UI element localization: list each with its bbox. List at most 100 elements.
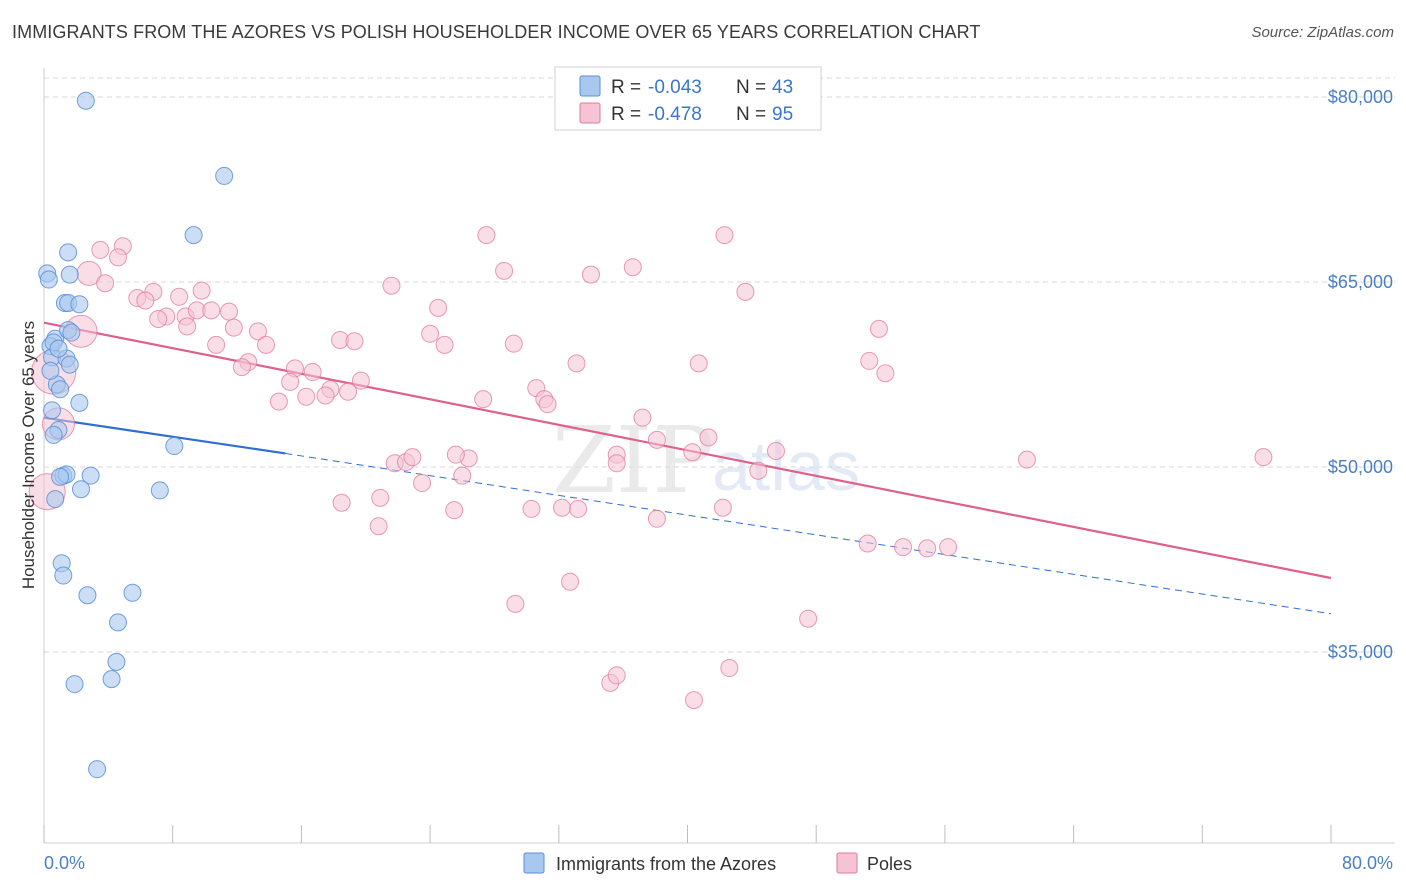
point-poles-48 <box>623 258 642 277</box>
point-poles-28 <box>297 387 316 406</box>
point-poles-25 <box>303 363 322 382</box>
trend-line-azores-extension <box>285 452 1332 615</box>
point-poles-32 <box>351 371 370 390</box>
point-poles-63 <box>1254 448 1273 467</box>
point-poles-37 <box>421 324 440 343</box>
point-poles-39 <box>477 226 496 245</box>
point-azores-18 <box>70 393 89 412</box>
point-poles-56 <box>689 354 708 373</box>
bottom-legend-swatch-poles <box>836 852 858 874</box>
point-azores-21 <box>44 425 63 444</box>
point-poles-83 <box>918 539 937 558</box>
point-azores-28 <box>150 481 169 500</box>
point-poles-29 <box>269 392 288 411</box>
trend-line-azores <box>43 416 286 455</box>
point-poles-18 <box>248 322 267 341</box>
point-poles-46 <box>567 354 586 373</box>
point-poles-15 <box>149 310 168 328</box>
legend-n-label-azores: N = <box>736 77 766 98</box>
point-azores-6 <box>60 265 79 284</box>
series-legend: Immigrants from the Azores Poles <box>523 852 912 874</box>
point-poles-91 <box>684 691 703 710</box>
y-axis-label: Householder Income Over 65 years <box>19 321 38 589</box>
point-azores-32 <box>78 586 97 605</box>
point-poles-13 <box>202 301 221 320</box>
point-poles-90 <box>720 659 739 678</box>
point-azores-3 <box>59 243 78 262</box>
point-poles-87 <box>799 609 818 628</box>
legend-swatch-azores <box>579 75 601 97</box>
point-poles-38 <box>435 335 454 354</box>
x-tick-label-1: 80.0% <box>1342 853 1393 873</box>
point-poles-26 <box>281 372 300 391</box>
point-azores-40 <box>49 339 68 358</box>
point-poles-36 <box>429 298 448 317</box>
point-poles-85 <box>506 594 525 613</box>
point-poles-51 <box>647 430 666 449</box>
point-poles-23 <box>232 358 251 377</box>
bottom-legend-swatch-azores <box>523 852 545 874</box>
point-poles-57 <box>749 461 768 480</box>
point-poles-79 <box>647 509 666 528</box>
point-poles-0 <box>91 240 110 259</box>
point-poles-30 <box>316 386 335 405</box>
legend-swatch-poles <box>579 102 601 124</box>
source-label: Source: ZipAtlas.com <box>1251 24 1394 41</box>
point-azores-17 <box>51 380 70 399</box>
point-poles-14 <box>220 302 239 321</box>
point-poles-72 <box>332 493 351 512</box>
point-poles-34 <box>345 332 364 351</box>
y-tick-label-3: $80,000 <box>1328 87 1393 107</box>
watermark-zip: ZIP <box>552 407 714 514</box>
point-poles-55 <box>736 282 755 301</box>
point-azores-15 <box>60 355 79 374</box>
point-poles-69 <box>403 448 422 467</box>
point-azores-0 <box>76 91 95 110</box>
point-poles-80 <box>713 498 732 517</box>
point-poles-71 <box>371 488 390 507</box>
point-azores-9 <box>70 295 89 314</box>
point-poles-53 <box>699 428 718 447</box>
point-azores-1 <box>215 166 234 185</box>
point-poles-59 <box>860 351 879 370</box>
point-poles-60 <box>876 364 895 383</box>
point-azores-42 <box>62 323 81 342</box>
point-poles-16 <box>178 317 197 336</box>
point-azores-36 <box>65 675 84 694</box>
point-azores-31 <box>54 566 73 585</box>
point-azores-34 <box>109 613 128 632</box>
point-poles-2 <box>109 248 128 267</box>
point-poles-75 <box>522 499 541 518</box>
x-tick-label-0: 0.0% <box>44 853 85 873</box>
point-poles-70 <box>446 445 465 464</box>
point-poles-76 <box>553 498 572 517</box>
legend-r-label-azores: R = <box>611 77 641 98</box>
stats-legend: R = -0.043 N = 43 R = -0.478 N = 95 <box>554 66 822 131</box>
chart-title: IMMIGRANTS FROM THE AZORES VS POLISH HOU… <box>12 22 981 42</box>
y-tick-labels: $35,000 $50,000 $65,000 $80,000 <box>1328 87 1393 662</box>
x-tick-labels: 0.0% 80.0% <box>44 853 1393 873</box>
point-poles-4 <box>96 274 115 293</box>
point-poles-8 <box>170 287 189 306</box>
point-poles-41 <box>504 334 523 353</box>
point-azores-37 <box>102 670 121 689</box>
point-poles-86 <box>561 572 580 591</box>
point-poles-58 <box>766 441 785 460</box>
point-azores-35 <box>107 652 126 671</box>
axes <box>43 68 1395 844</box>
legend-r-value-azores: -0.043 <box>648 77 702 98</box>
bottom-legend-label-azores: Immigrants from the Azores <box>556 854 776 874</box>
point-poles-74 <box>445 501 464 520</box>
data-points <box>28 91 1273 779</box>
point-azores-2 <box>184 226 203 245</box>
point-poles-9 <box>192 281 211 300</box>
point-poles-73 <box>369 517 388 536</box>
y-tick-label-1: $50,000 <box>1328 457 1393 477</box>
point-azores-26 <box>81 466 100 485</box>
point-poles-54 <box>715 226 734 245</box>
point-poles-64 <box>453 466 472 485</box>
point-poles-77 <box>569 499 588 518</box>
point-azores-33 <box>123 583 142 602</box>
point-poles-7 <box>136 291 155 310</box>
point-poles-65 <box>413 474 432 493</box>
